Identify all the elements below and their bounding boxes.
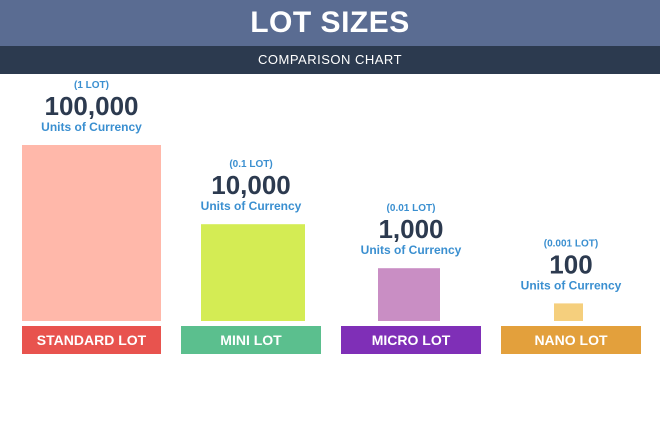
category-label: MICRO LOT [372,332,451,348]
lot-count-label: (0.001 LOT) [544,238,598,249]
lot-count-label: (0.01 LOT) [387,203,436,214]
unit-label: Units of Currency [41,120,142,134]
page-subtitle: COMPARISON CHART [0,46,660,74]
category-label-box [181,326,321,354]
category-label: STANDARD LOT [37,332,147,348]
data-label: 100,000 [45,91,139,121]
category-label-box [22,326,161,354]
unit-label: Units of Currency [201,199,302,213]
category-label: NANO LOT [534,332,608,348]
bar [22,145,161,321]
page-title: LOT SIZES [0,0,660,46]
bar [201,224,305,321]
lot-count-label: (0.1 LOT) [229,159,272,170]
bar [378,268,440,321]
category-label: MINI LOT [220,332,282,348]
unit-label: Units of Currency [361,243,462,257]
category-label-box [341,326,481,354]
bar [554,303,583,321]
data-label: 1,000 [378,214,443,244]
unit-label: Units of Currency [521,278,622,292]
data-label: 100 [549,249,592,279]
lot-count-label: (1 LOT) [74,80,109,91]
data-label: 10,000 [211,170,291,200]
category-label-box [501,326,641,354]
